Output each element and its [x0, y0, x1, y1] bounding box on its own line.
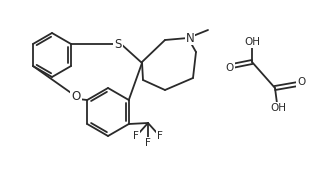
Text: N: N: [185, 32, 194, 45]
Text: OH: OH: [270, 103, 286, 113]
Text: F: F: [145, 138, 151, 148]
Text: O: O: [297, 77, 305, 87]
Text: F: F: [133, 131, 139, 141]
Text: O: O: [71, 90, 81, 103]
Text: F: F: [157, 131, 163, 141]
Text: O: O: [226, 63, 234, 73]
Text: S: S: [114, 37, 122, 51]
Text: OH: OH: [244, 37, 260, 47]
